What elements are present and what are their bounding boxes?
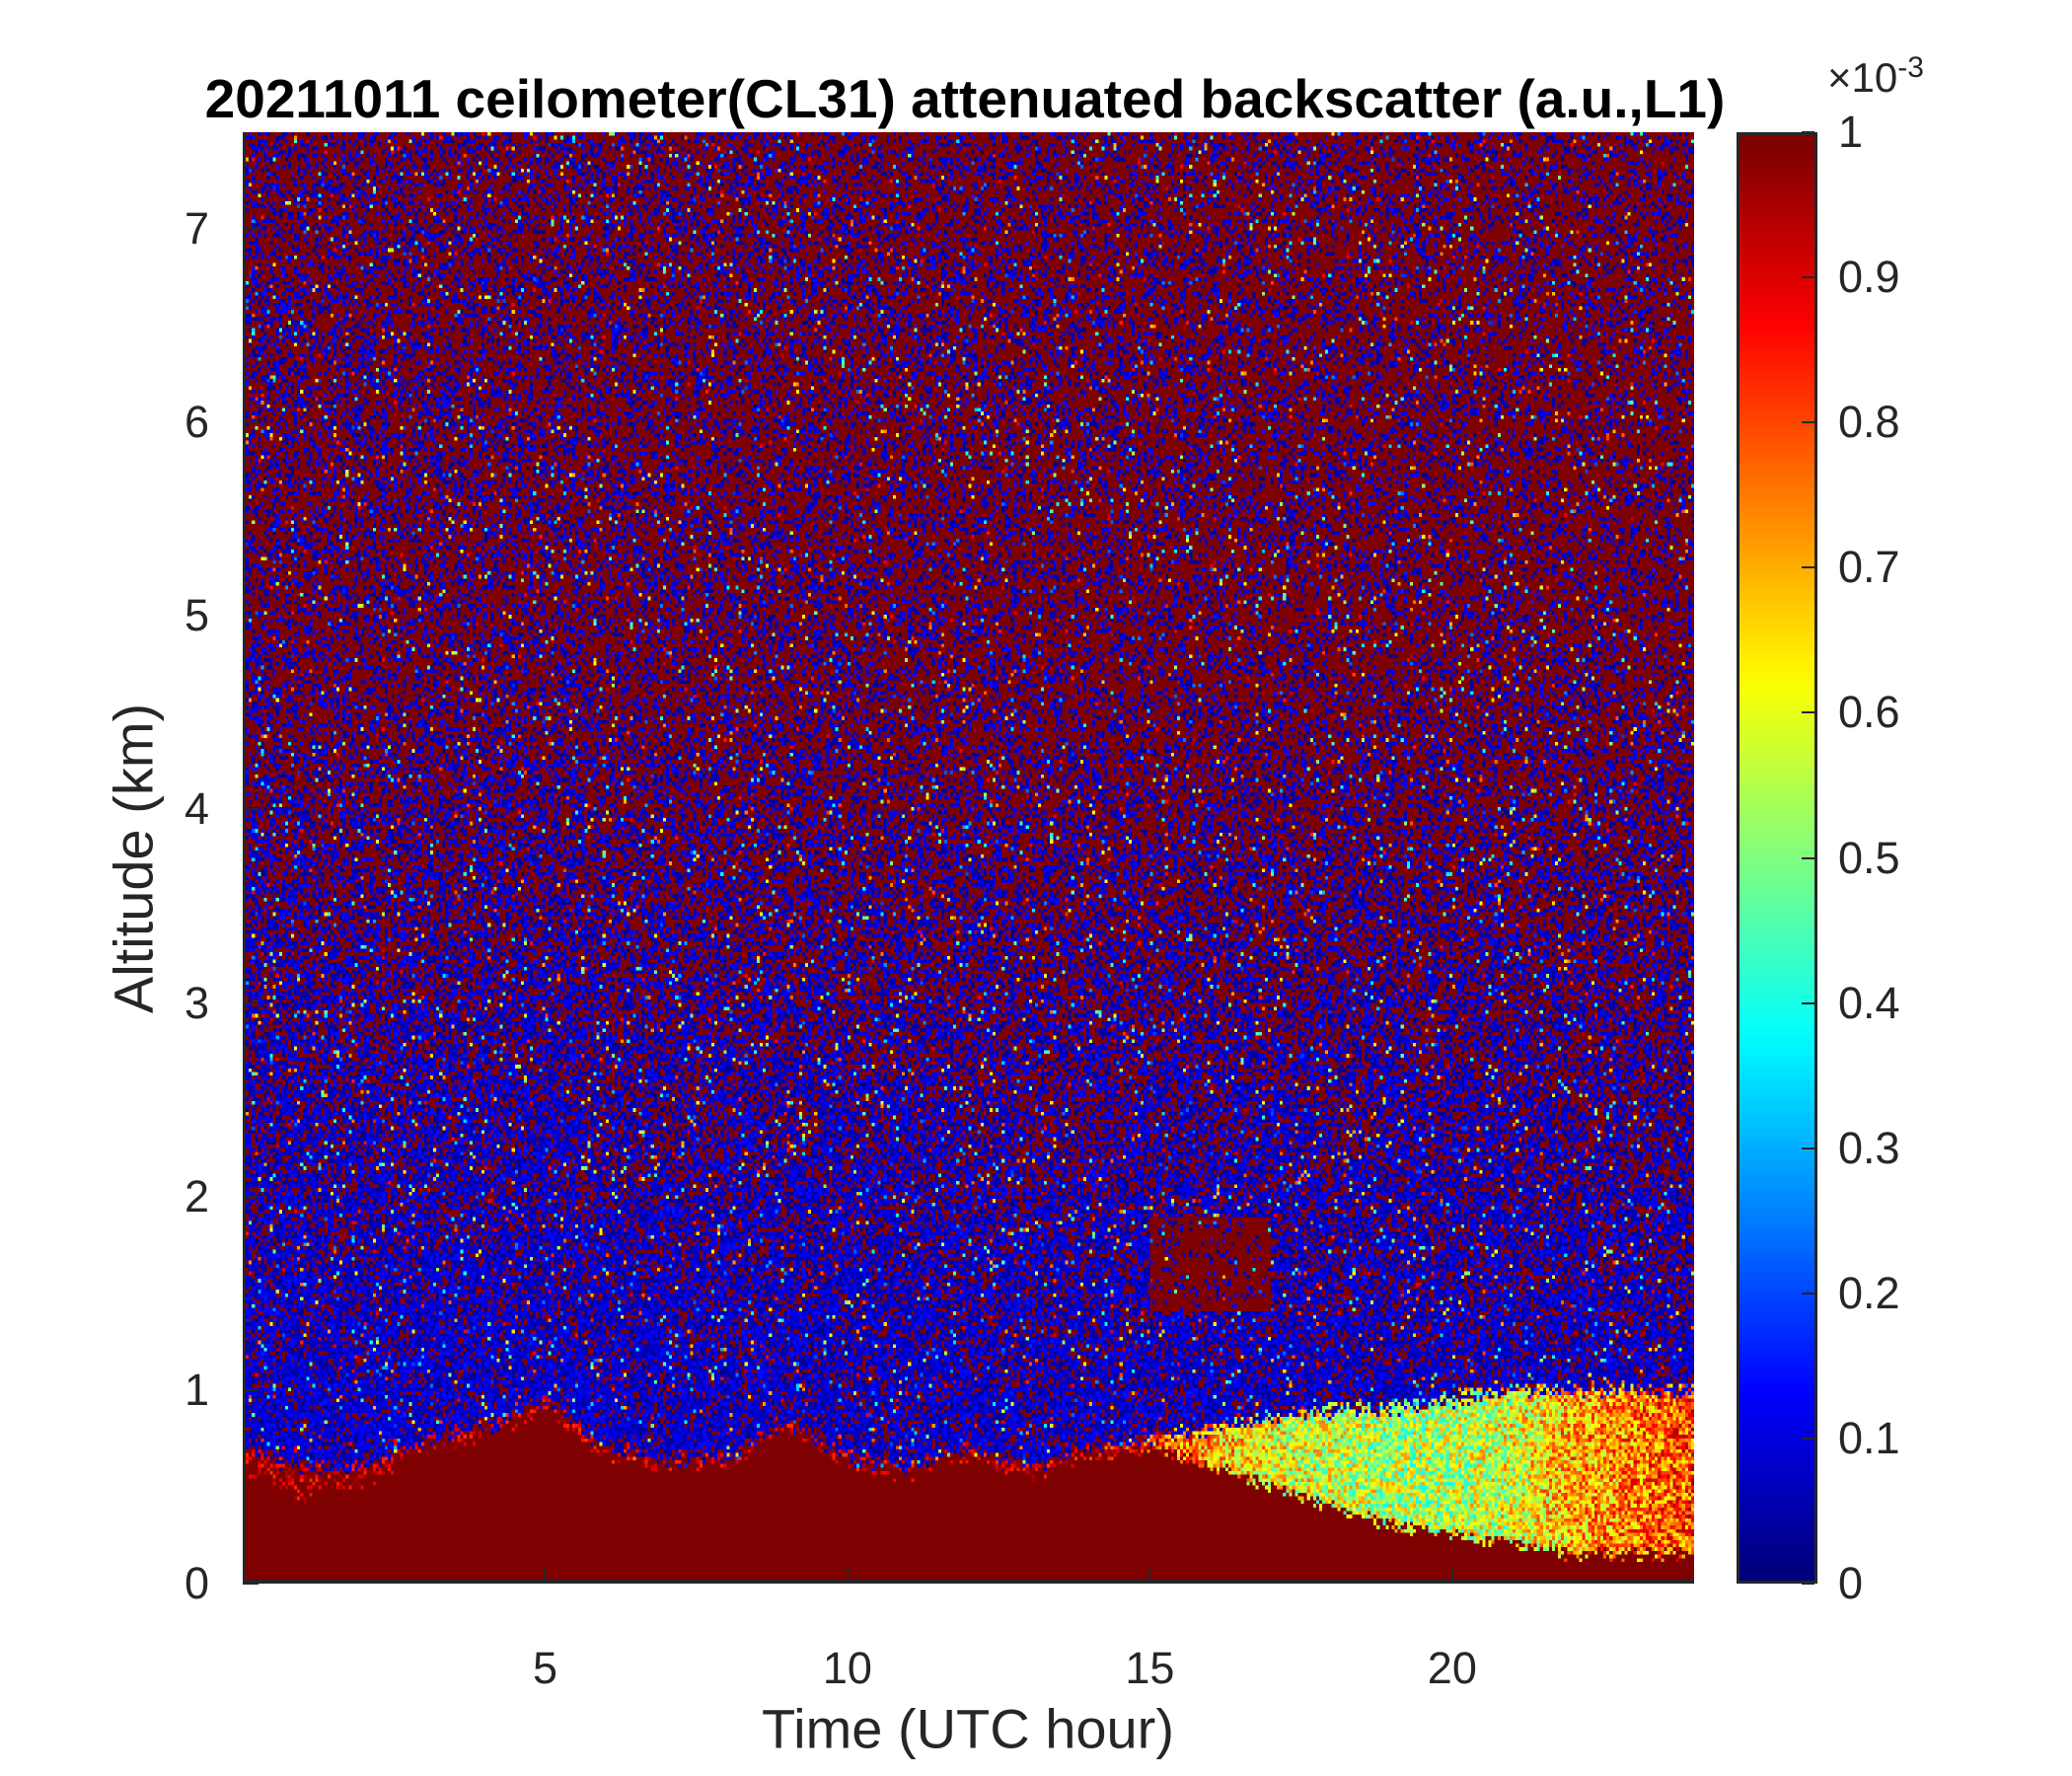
x-tick-label: 15	[1125, 1643, 1175, 1693]
x-tick-mark	[544, 1568, 547, 1584]
axes-frame	[243, 132, 1694, 1584]
y-tick-mark	[243, 1583, 259, 1585]
colorbar-tick-mark	[1802, 1437, 1814, 1440]
colorbar-tick-label: 0.1	[1838, 1412, 1900, 1463]
colorbar-tick-mark	[1802, 131, 1814, 133]
colorbar-tick-mark	[1802, 1147, 1814, 1149]
colorbar-tick-mark	[1802, 566, 1814, 569]
y-tick-mark	[243, 808, 259, 811]
x-tick-mark	[1450, 1568, 1453, 1584]
y-tick-mark	[243, 615, 259, 618]
colorbar-tick-mark	[1802, 856, 1814, 859]
y-tick-label: 2	[184, 1170, 209, 1221]
y-tick-label: 0	[184, 1558, 209, 1608]
colorbar-tick-mark	[1802, 711, 1814, 714]
colorbar-tick-label: 0.6	[1838, 687, 1900, 738]
colorbar-tick-mark	[1802, 421, 1814, 424]
y-tick-mark	[243, 1001, 259, 1004]
colorbar-exponent-value: -3	[1897, 51, 1924, 84]
x-tick-label: 10	[822, 1643, 872, 1693]
y-tick-mark	[243, 1388, 259, 1391]
x-tick-label: 20	[1427, 1643, 1477, 1693]
colorbar-tick-mark	[1802, 1292, 1814, 1295]
colorbar-tick-label: 0.7	[1838, 542, 1900, 593]
colorbar-tick-label: 0.4	[1838, 977, 1900, 1028]
colorbar-tick-mark	[1802, 1583, 1814, 1585]
y-tick-mark	[243, 421, 259, 424]
y-tick-label: 7	[184, 203, 209, 255]
plot-area	[243, 132, 1694, 1584]
y-tick-label: 6	[184, 397, 209, 448]
colorbar-exponent: ×10-3	[1827, 51, 1924, 102]
colorbar-tick-label: 0.8	[1838, 397, 1900, 448]
x-axis-label: Time (UTC hour)	[762, 1697, 1174, 1760]
colorbar-tick-label: 1	[1838, 107, 1864, 157]
colorbar-tick-mark	[1802, 1001, 1814, 1004]
y-tick-label: 1	[184, 1364, 209, 1415]
colorbar-tick-mark	[1802, 276, 1814, 279]
y-tick-label: 3	[184, 977, 209, 1028]
colorbar-tick-label: 0.2	[1838, 1267, 1900, 1318]
chart-title: 20211011 ceilometer(CL31) attenuated bac…	[204, 68, 1726, 129]
y-tick-mark	[243, 228, 259, 231]
y-tick-label: 5	[184, 590, 209, 641]
x-tick-label: 5	[532, 1643, 557, 1693]
colorbar-tick-label: 0.9	[1838, 252, 1900, 303]
y-tick-label: 4	[184, 783, 209, 835]
y-axis-label: Altitude (km)	[102, 703, 165, 1014]
colorbar-multiplier: ×10	[1827, 54, 1898, 101]
y-tick-mark	[243, 1195, 259, 1198]
x-tick-mark	[846, 1568, 849, 1584]
backscatter-heatmap	[243, 132, 1694, 1584]
colorbar-tick-label: 0.5	[1838, 832, 1900, 883]
x-tick-mark	[1148, 1568, 1151, 1584]
colorbar-tick-label: 0.3	[1838, 1122, 1900, 1173]
colorbar-tick-label: 0	[1838, 1558, 1864, 1608]
